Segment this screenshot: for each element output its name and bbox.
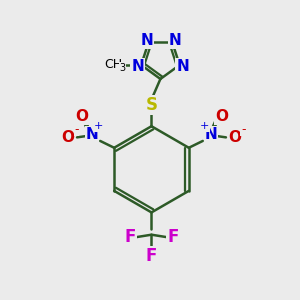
- Text: N: N: [168, 33, 181, 48]
- Text: +: +: [200, 121, 209, 131]
- Text: F: F: [167, 228, 178, 246]
- Text: -: -: [74, 122, 79, 136]
- Text: O: O: [75, 109, 88, 124]
- Text: +: +: [94, 121, 103, 131]
- Text: -: -: [241, 122, 245, 136]
- Text: N: N: [176, 59, 189, 74]
- Text: O: O: [61, 130, 75, 145]
- Text: S: S: [146, 96, 158, 114]
- Text: N: N: [85, 127, 98, 142]
- Text: N: N: [141, 33, 153, 48]
- Text: CH: CH: [104, 58, 122, 71]
- Text: N: N: [205, 127, 218, 142]
- Text: 3: 3: [119, 63, 125, 73]
- Text: O: O: [215, 109, 228, 124]
- Text: F: F: [124, 228, 136, 246]
- Text: O: O: [228, 130, 242, 145]
- Text: N: N: [131, 59, 144, 74]
- Text: F: F: [146, 247, 157, 265]
